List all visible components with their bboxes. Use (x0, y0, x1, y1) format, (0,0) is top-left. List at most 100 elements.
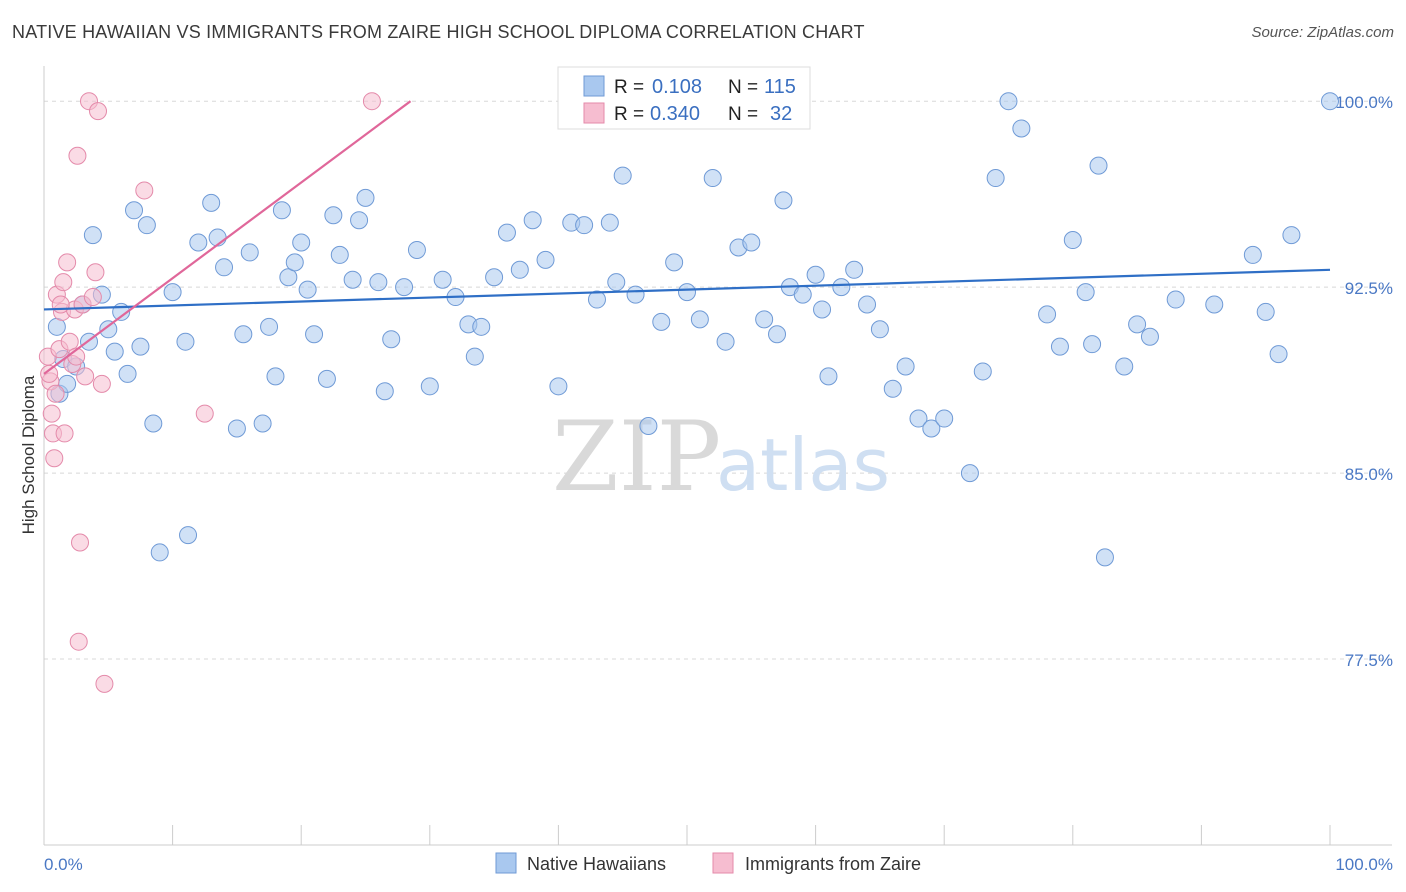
native-hawaiians-point-17 (179, 526, 198, 545)
native-hawaiians-point-90 (1038, 305, 1057, 324)
native-hawaiians-point-104 (1321, 92, 1339, 111)
native-hawaiians-point-39 (369, 273, 388, 292)
native-hawaiians-point-91 (1050, 337, 1069, 356)
zaire-point-9 (55, 424, 74, 443)
zaire-point-27 (195, 404, 214, 423)
zaire-point-23 (92, 374, 111, 393)
stats-r-label-blue: R = (614, 77, 644, 98)
native-hawaiians-point-99 (1166, 290, 1185, 309)
native-hawaiians-point-88 (999, 92, 1018, 111)
y-tick-label-0: 100.0% (1335, 93, 1393, 112)
native-hawaiians-point-77 (832, 278, 851, 297)
native-hawaiians-point-74 (793, 285, 812, 304)
native-hawaiians-point-53 (536, 250, 555, 269)
zaire-point-31 (40, 364, 59, 383)
native-hawaiians-point-59 (613, 166, 632, 185)
native-hawaiians-point-21 (215, 258, 234, 277)
native-hawaiians-point-89 (1012, 119, 1031, 138)
native-hawaiians-point-62 (652, 312, 671, 331)
native-hawaiians-point-14 (150, 543, 169, 562)
native-hawaiians-point-72 (774, 191, 793, 210)
y-tick-label-2: 85.0% (1345, 465, 1393, 484)
native-hawaiians-point-13 (144, 414, 163, 433)
trend-line-immigrants-from-zaire (43, 100, 412, 375)
legend-swatch-native-hawaiians (495, 852, 517, 874)
stats-n-value-pink: 32 (770, 103, 792, 125)
native-hawaiians-point-37 (350, 211, 369, 230)
native-hawaiians-point-87 (986, 169, 1005, 188)
native-hawaiians-point-58 (600, 213, 619, 232)
stats-r-label-pink: R = (614, 104, 644, 125)
native-hawaiians-point-81 (883, 379, 902, 398)
native-hawaiians-point-24 (240, 243, 259, 262)
native-hawaiians-point-109 (465, 347, 484, 366)
zaire-point-18 (76, 367, 95, 386)
zaire-point-22 (89, 102, 108, 121)
native-hawaiians-point-108 (298, 280, 317, 299)
native-hawaiians-point-78 (845, 260, 864, 279)
native-hawaiians-point-64 (678, 283, 696, 302)
native-hawaiians-point-27 (266, 367, 285, 386)
native-hawaiians-point-110 (607, 273, 626, 292)
native-hawaiians-point-35 (330, 245, 349, 264)
native-hawaiians-point-102 (1256, 302, 1275, 321)
y-tick-label-3: 77.5% (1345, 651, 1393, 670)
stats-swatch-pink (583, 102, 605, 124)
native-hawaiians-point-101 (1243, 245, 1262, 264)
zaire-point-16 (71, 533, 90, 552)
native-hawaiians-point-60 (626, 285, 645, 304)
native-hawaiians-point-51 (510, 260, 529, 279)
zaire-point-2 (42, 404, 61, 423)
zaire-point-25 (69, 632, 88, 651)
native-hawaiians-point-15 (163, 283, 182, 302)
native-hawaiians-point-34 (324, 206, 343, 225)
y-tick-labels: 100.0% 92.5% 85.0% 77.5% (1335, 93, 1393, 670)
zaire-point-10 (58, 253, 77, 272)
native-hawaiians-point-57 (587, 290, 606, 309)
native-hawaiians-point-95 (1089, 156, 1108, 175)
legend-label-immigrants-from-zaire: Immigrants from Zaire (745, 854, 921, 874)
native-hawaiians-point-19 (202, 193, 221, 212)
native-hawaiians-point-12 (137, 216, 156, 235)
native-hawaiians-point-69 (742, 233, 761, 252)
native-hawaiians-point-98 (1128, 315, 1147, 334)
native-hawaiians-point-48 (472, 317, 491, 336)
axes (43, 66, 1392, 846)
native-hawaiians-point-75 (806, 265, 825, 284)
native-hawaiians-point-83 (909, 409, 928, 428)
x-tick-labels: 0.0% 100.0% (44, 855, 1393, 874)
zaire-point-8 (54, 273, 73, 292)
native-hawaiians-point-44 (420, 377, 439, 396)
native-hawaiians-point-107 (131, 337, 150, 356)
zaire-point-24 (95, 674, 114, 693)
native-hawaiians-point-80 (870, 320, 889, 339)
watermark-zip: ZIP (552, 401, 721, 513)
zaire-point-4 (45, 449, 64, 468)
zaire-point-11 (60, 332, 79, 351)
stats-r-value-pink: 0.340 (650, 103, 700, 125)
trend-lines (43, 100, 1331, 375)
native-hawaiians-point-113 (1140, 327, 1159, 346)
native-hawaiians-point-79 (858, 295, 877, 314)
native-hawaiians-point-10 (118, 364, 137, 383)
native-hawaiians-point-56 (575, 216, 594, 235)
native-hawaiians-point-82 (896, 357, 915, 376)
native-hawaiians-point-38 (356, 188, 375, 207)
native-hawaiians-point-23 (234, 325, 253, 344)
native-hawaiians-point-111 (813, 300, 832, 319)
native-hawaiians-point-63 (665, 253, 684, 272)
stats-legend: R = 0.108 N = 115 R = 0.340 N = 32 (557, 66, 811, 130)
native-hawaiians-point-112 (973, 362, 992, 381)
native-hawaiians-point-92 (1063, 231, 1082, 250)
stats-n-label-pink: N = (728, 104, 758, 125)
y-tick-label-1: 92.5% (1345, 279, 1393, 298)
native-hawaiians-point-26 (260, 317, 279, 336)
zaire-point-29 (46, 384, 65, 403)
native-hawaiians-point-93 (1076, 283, 1095, 302)
y-axis-title: High School Diploma (19, 375, 38, 534)
native-hawaiians-point-31 (292, 233, 311, 252)
native-hawaiians-point-49 (485, 268, 504, 287)
native-hawaiians-point-41 (382, 330, 401, 349)
native-hawaiians-point-85 (935, 409, 954, 428)
